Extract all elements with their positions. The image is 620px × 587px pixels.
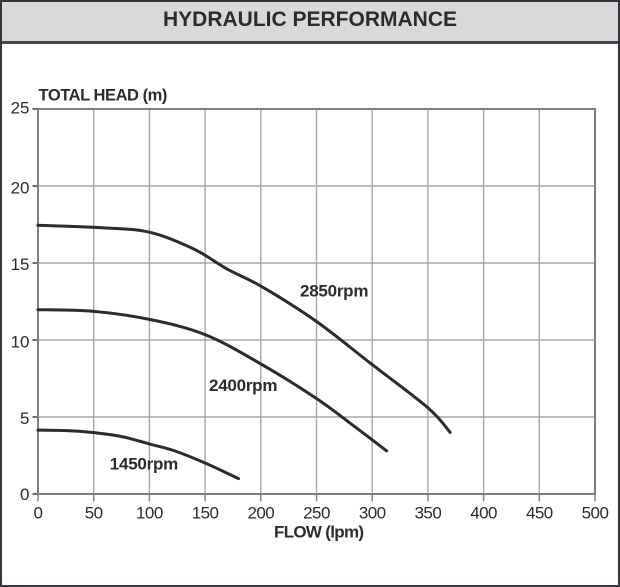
svg-text:20: 20 [11, 178, 30, 197]
svg-text:400: 400 [470, 503, 497, 522]
svg-text:0: 0 [34, 503, 43, 522]
svg-text:5: 5 [20, 409, 29, 428]
svg-text:500: 500 [582, 503, 609, 522]
svg-text:250: 250 [303, 503, 330, 522]
svg-text:15: 15 [11, 255, 30, 274]
svg-text:150: 150 [192, 503, 219, 522]
svg-text:450: 450 [526, 503, 553, 522]
svg-text:50: 50 [85, 503, 103, 522]
svg-text:TOTAL HEAD (m): TOTAL HEAD (m) [39, 87, 167, 105]
svg-text:10: 10 [11, 333, 30, 352]
svg-text:2850rpm: 2850rpm [300, 282, 368, 301]
svg-text:300: 300 [359, 503, 386, 522]
svg-text:0: 0 [20, 485, 29, 504]
svg-text:FLOW (lpm): FLOW (lpm) [274, 523, 363, 542]
svg-text:1450rpm: 1450rpm [110, 455, 178, 474]
svg-text:200: 200 [247, 503, 274, 522]
svg-text:25: 25 [11, 99, 30, 118]
svg-text:2400rpm: 2400rpm [209, 376, 277, 395]
svg-text:100: 100 [136, 503, 163, 522]
svg-text:350: 350 [415, 503, 442, 522]
